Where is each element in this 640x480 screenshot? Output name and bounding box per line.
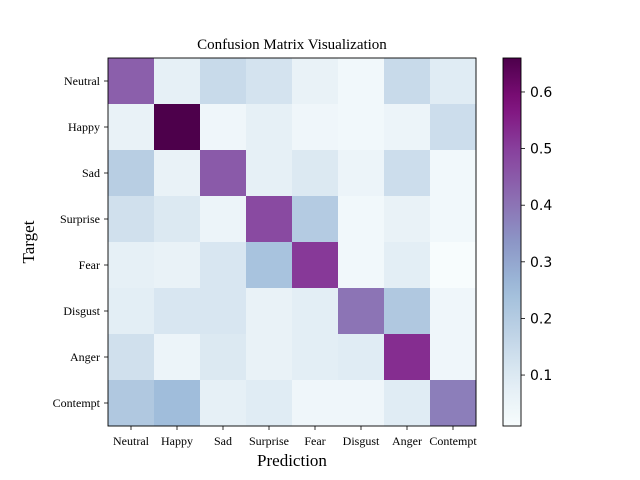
heatmap-cell-4-1 [154,242,201,289]
x-tick-label: Disgust [343,434,380,448]
heatmap-cell-6-7 [430,334,477,381]
heatmap-cell-4-4 [292,242,339,289]
x-tick-label: Fear [304,434,325,448]
colorbar-ticks: 0.1 0.2 0.3 0.4 0.5 0.6 [521,85,552,384]
heatmap-cell-1-7 [430,104,477,151]
heatmap-cell-0-2 [200,58,247,105]
heatmap-cell-0-0 [108,58,155,105]
heatmap-cells [108,58,477,427]
heatmap-cell-5-2 [200,288,247,335]
heatmap-cell-4-3 [246,242,293,289]
y-tick-label: Neutral [64,74,101,88]
heatmap-cell-1-3 [246,104,293,151]
heatmap-cell-2-0 [108,150,155,197]
heatmap-cell-3-3 [246,196,293,243]
heatmap-cell-3-4 [292,196,339,243]
heatmap-cell-6-3 [246,334,293,381]
heatmap-cell-4-2 [200,242,247,289]
x-tick-label: Anger [392,434,422,448]
heatmap-cell-1-5 [338,104,385,151]
heatmap-cell-3-0 [108,196,155,243]
heatmap-cell-1-2 [200,104,247,151]
heatmap-cell-7-2 [200,380,247,427]
heatmap-cell-4-7 [430,242,477,289]
y-tick-label: Sad [82,166,100,180]
y-tick-label: Happy [68,120,100,134]
heatmap-cell-3-1 [154,196,201,243]
heatmap-cell-6-6 [384,334,431,381]
x-tick-label: Surprise [249,434,289,448]
chart-title: Confusion Matrix Visualization [197,37,387,53]
heatmap-cell-6-5 [338,334,385,381]
x-tick-label: Sad [214,434,232,448]
heatmap-cell-7-5 [338,380,385,427]
heatmap-cell-3-6 [384,196,431,243]
heatmap-cell-3-5 [338,196,385,243]
heatmap-cell-6-2 [200,334,247,381]
heatmap-cell-0-4 [292,58,339,105]
colorbar-tick-label: 0.5 [530,142,552,158]
heatmap-cell-1-0 [108,104,155,151]
y-axis-ticks: Neutral Happy Sad Surprise Fear Disgust Anger C… [53,74,108,410]
heatmap-cell-5-4 [292,288,339,335]
heatmap-cell-2-5 [338,150,385,197]
heatmap-cell-0-5 [338,58,385,105]
heatmap-cell-7-3 [246,380,293,427]
heatmap-cell-7-1 [154,380,201,427]
heatmap-cell-0-6 [384,58,431,105]
colorbar-tick-label: 0.6 [530,85,552,101]
heatmap-cell-1-6 [384,104,431,151]
colorbar-tick-label: 0.4 [530,198,552,214]
x-tick-label: Contempt [429,434,477,448]
heatmap-cell-3-7 [430,196,477,243]
heatmap-cell-0-1 [154,58,201,105]
heatmap-cell-2-7 [430,150,477,197]
y-tick-label: Surprise [60,212,100,226]
heatmap-cell-2-2 [200,150,247,197]
heatmap-cell-0-7 [430,58,477,105]
heatmap-cell-5-5 [338,288,385,335]
heatmap-cell-7-4 [292,380,339,427]
x-tick-label: Happy [161,434,193,448]
heatmap-cell-1-4 [292,104,339,151]
heatmap-cell-7-6 [384,380,431,427]
heatmap-cell-1-1 [154,104,201,151]
heatmap-cell-3-2 [200,196,247,243]
heatmap-cell-5-1 [154,288,201,335]
heatmap-cell-5-0 [108,288,155,335]
heatmap-cell-5-7 [430,288,477,335]
x-axis-label: Prediction [257,451,327,470]
heatmap-cell-0-3 [246,58,293,105]
heatmap-cell-6-4 [292,334,339,381]
heatmap-cell-2-1 [154,150,201,197]
colorbar [502,57,522,427]
y-tick-label: Disgust [63,304,100,318]
heatmap-cell-5-3 [246,288,293,335]
plot-frame [107,57,477,427]
x-axis-ticks: Neutral Happy Sad Surprise Fear Disgust Anger C… [113,426,477,448]
heatmap-cell-6-1 [154,334,201,381]
heatmap-cell-6-0 [108,334,155,381]
heatmap-cell-5-6 [384,288,431,335]
colorbar-tick-label: 0.3 [530,255,552,271]
heatmap-cell-4-5 [338,242,385,289]
heatmap-cell-7-7 [430,380,477,427]
colorbar-tick-label: 0.1 [530,368,552,384]
y-axis-label: Target [19,220,38,263]
heatmap-cell-4-6 [384,242,431,289]
heatmap-cell-4-0 [108,242,155,289]
heatmap-cell-2-3 [246,150,293,197]
heatmap-cell-2-6 [384,150,431,197]
y-tick-label: Contempt [53,396,101,410]
heatmap-cell-2-4 [292,150,339,197]
y-tick-label: Anger [70,350,100,364]
y-tick-label: Fear [79,258,100,272]
colorbar-tick-label: 0.2 [530,311,552,327]
x-tick-label: Neutral [113,434,150,448]
heatmap-cell-7-0 [108,380,155,427]
